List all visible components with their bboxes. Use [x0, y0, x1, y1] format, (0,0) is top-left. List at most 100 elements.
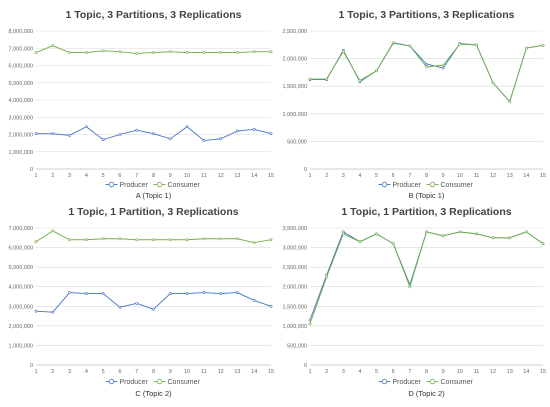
chart-panel-3: 1 Topic, 1 Partition, 3 Replications 0 1,0… — [9, 206, 275, 398]
x-tick-label: 7 — [135, 369, 138, 375]
data-point-consumer — [68, 51, 71, 54]
y-tick-label: 2,000,000 — [283, 285, 307, 291]
y-tick-label: 1,000,000 — [9, 150, 33, 156]
x-tick-label: 5 — [375, 369, 378, 375]
x-tick-label: 13 — [234, 173, 240, 179]
data-point-consumer — [185, 51, 189, 54]
x-tick-label: 14 — [523, 173, 529, 179]
data-point-producer — [135, 128, 139, 132]
data-point-consumer — [408, 285, 412, 289]
x-tick-label: 9 — [442, 369, 445, 375]
data-point-consumer — [475, 43, 478, 47]
legend-marker — [156, 378, 163, 385]
legend-entry: Producer — [120, 182, 149, 189]
chart-title: 1 Topic, 1 Partition, 3 Replications — [341, 206, 511, 218]
data-point-consumer — [441, 234, 445, 238]
data-point-consumer — [252, 241, 256, 245]
chart-title: 1 Topic, 3 Partitions, 3 Replications — [338, 9, 514, 21]
y-tick-label: 500,000 — [287, 343, 307, 349]
y-tick-label: 7,000,000 — [9, 46, 33, 52]
x-tick-label: 3 — [68, 173, 71, 179]
data-point-consumer — [168, 238, 172, 242]
x-tick-label: 4 — [85, 369, 88, 375]
x-tick-label: 7 — [408, 369, 411, 375]
data-point-producer — [135, 301, 139, 305]
y-tick-label: 3,000,000 — [9, 115, 33, 121]
data-point-consumer — [341, 50, 345, 53]
x-tick-label: 13 — [234, 369, 240, 375]
x-tick-label: 6 — [118, 173, 121, 179]
legend: Producer Consumer — [378, 378, 473, 386]
y-tick-label: 500,000 — [287, 139, 307, 145]
data-point-consumer — [269, 50, 273, 54]
y-tick-label: 6,000,000 — [9, 246, 33, 252]
x-tick-label: 11 — [201, 173, 207, 179]
data-point-consumer — [51, 229, 55, 233]
data-point-producer — [34, 132, 38, 136]
data-point-consumer — [84, 238, 88, 242]
series-line-producer — [310, 42, 544, 103]
data-point-producer — [168, 137, 172, 141]
data-point-consumer — [236, 51, 239, 54]
y-tick-label: 3,500,000 — [283, 226, 307, 232]
x-tick-label: 10 — [184, 173, 190, 179]
data-point-consumer — [475, 232, 478, 236]
data-point-producer — [152, 132, 155, 136]
data-point-producer — [118, 305, 122, 309]
data-point-consumer — [541, 43, 545, 47]
x-tick-label: 10 — [457, 369, 463, 375]
data-point-consumer — [325, 275, 329, 279]
x-tick-label: 8 — [152, 369, 155, 375]
chart-panel-1: 1 Topic, 3 Partitions, 3 Replications 0 1,… — [9, 9, 275, 200]
x-tick-label: 9 — [442, 173, 445, 179]
data-point-consumer — [185, 238, 189, 242]
data-point-consumer — [508, 100, 512, 104]
data-point-consumer — [491, 236, 495, 240]
x-tick-label: 6 — [392, 369, 395, 375]
y-tick-label: 0 — [30, 167, 33, 173]
legend-marker — [156, 181, 163, 188]
x-tick-label: 4 — [358, 173, 361, 179]
x-tick-label: 14 — [251, 369, 257, 375]
x-tick-label: 5 — [375, 173, 378, 179]
data-point-consumer — [269, 238, 273, 242]
data-point-producer — [269, 132, 273, 136]
data-point-consumer — [541, 242, 545, 246]
data-point-consumer — [135, 52, 139, 55]
x-tick-label: 9 — [169, 173, 172, 179]
data-point-consumer — [101, 237, 105, 241]
data-point-producer — [202, 291, 206, 294]
data-point-consumer — [84, 51, 88, 54]
chart-caption: A (Topic 1) — [136, 191, 172, 200]
chart-title: 1 Topic, 3 Partitions, 3 Replications — [65, 9, 241, 21]
x-tick-label: 7 — [135, 173, 138, 179]
data-point-consumer — [101, 49, 105, 53]
legend-entry: Producer — [393, 182, 422, 189]
y-tick-label: 5,000,000 — [9, 265, 33, 271]
data-point-consumer — [391, 242, 395, 246]
legend-entry: Consumer — [441, 182, 474, 189]
legend: Producer Consumer — [378, 181, 474, 189]
y-tick-label: 8,000,000 — [9, 29, 33, 35]
y-tick-label: 0 — [30, 363, 33, 369]
chart-panel-2: 1 Topic, 3 Partitions, 3 Replications 0 50… — [283, 9, 547, 200]
legend-marker — [381, 378, 388, 385]
y-tick-label: 2,000,000 — [283, 57, 307, 63]
data-point-consumer — [202, 237, 206, 241]
data-point-producer — [425, 62, 428, 66]
chart-caption: B (Topic 1) — [409, 191, 445, 200]
x-tick-label: 11 — [474, 369, 480, 375]
x-tick-label: 8 — [425, 173, 428, 179]
legend-marker — [429, 378, 436, 385]
data-point-consumer — [252, 50, 256, 54]
data-point-producer — [118, 133, 122, 136]
data-point-consumer — [168, 50, 172, 54]
chart-caption: C (Topic 2) — [135, 389, 172, 398]
data-point-producer — [101, 138, 105, 142]
y-tick-label: 1,500,000 — [283, 84, 307, 90]
y-tick-label: 6,000,000 — [9, 64, 33, 70]
y-tick-label: 1,000,000 — [283, 324, 307, 330]
legend-marker — [108, 181, 115, 188]
x-tick-label: 9 — [169, 369, 172, 375]
data-point-producer — [34, 309, 38, 313]
